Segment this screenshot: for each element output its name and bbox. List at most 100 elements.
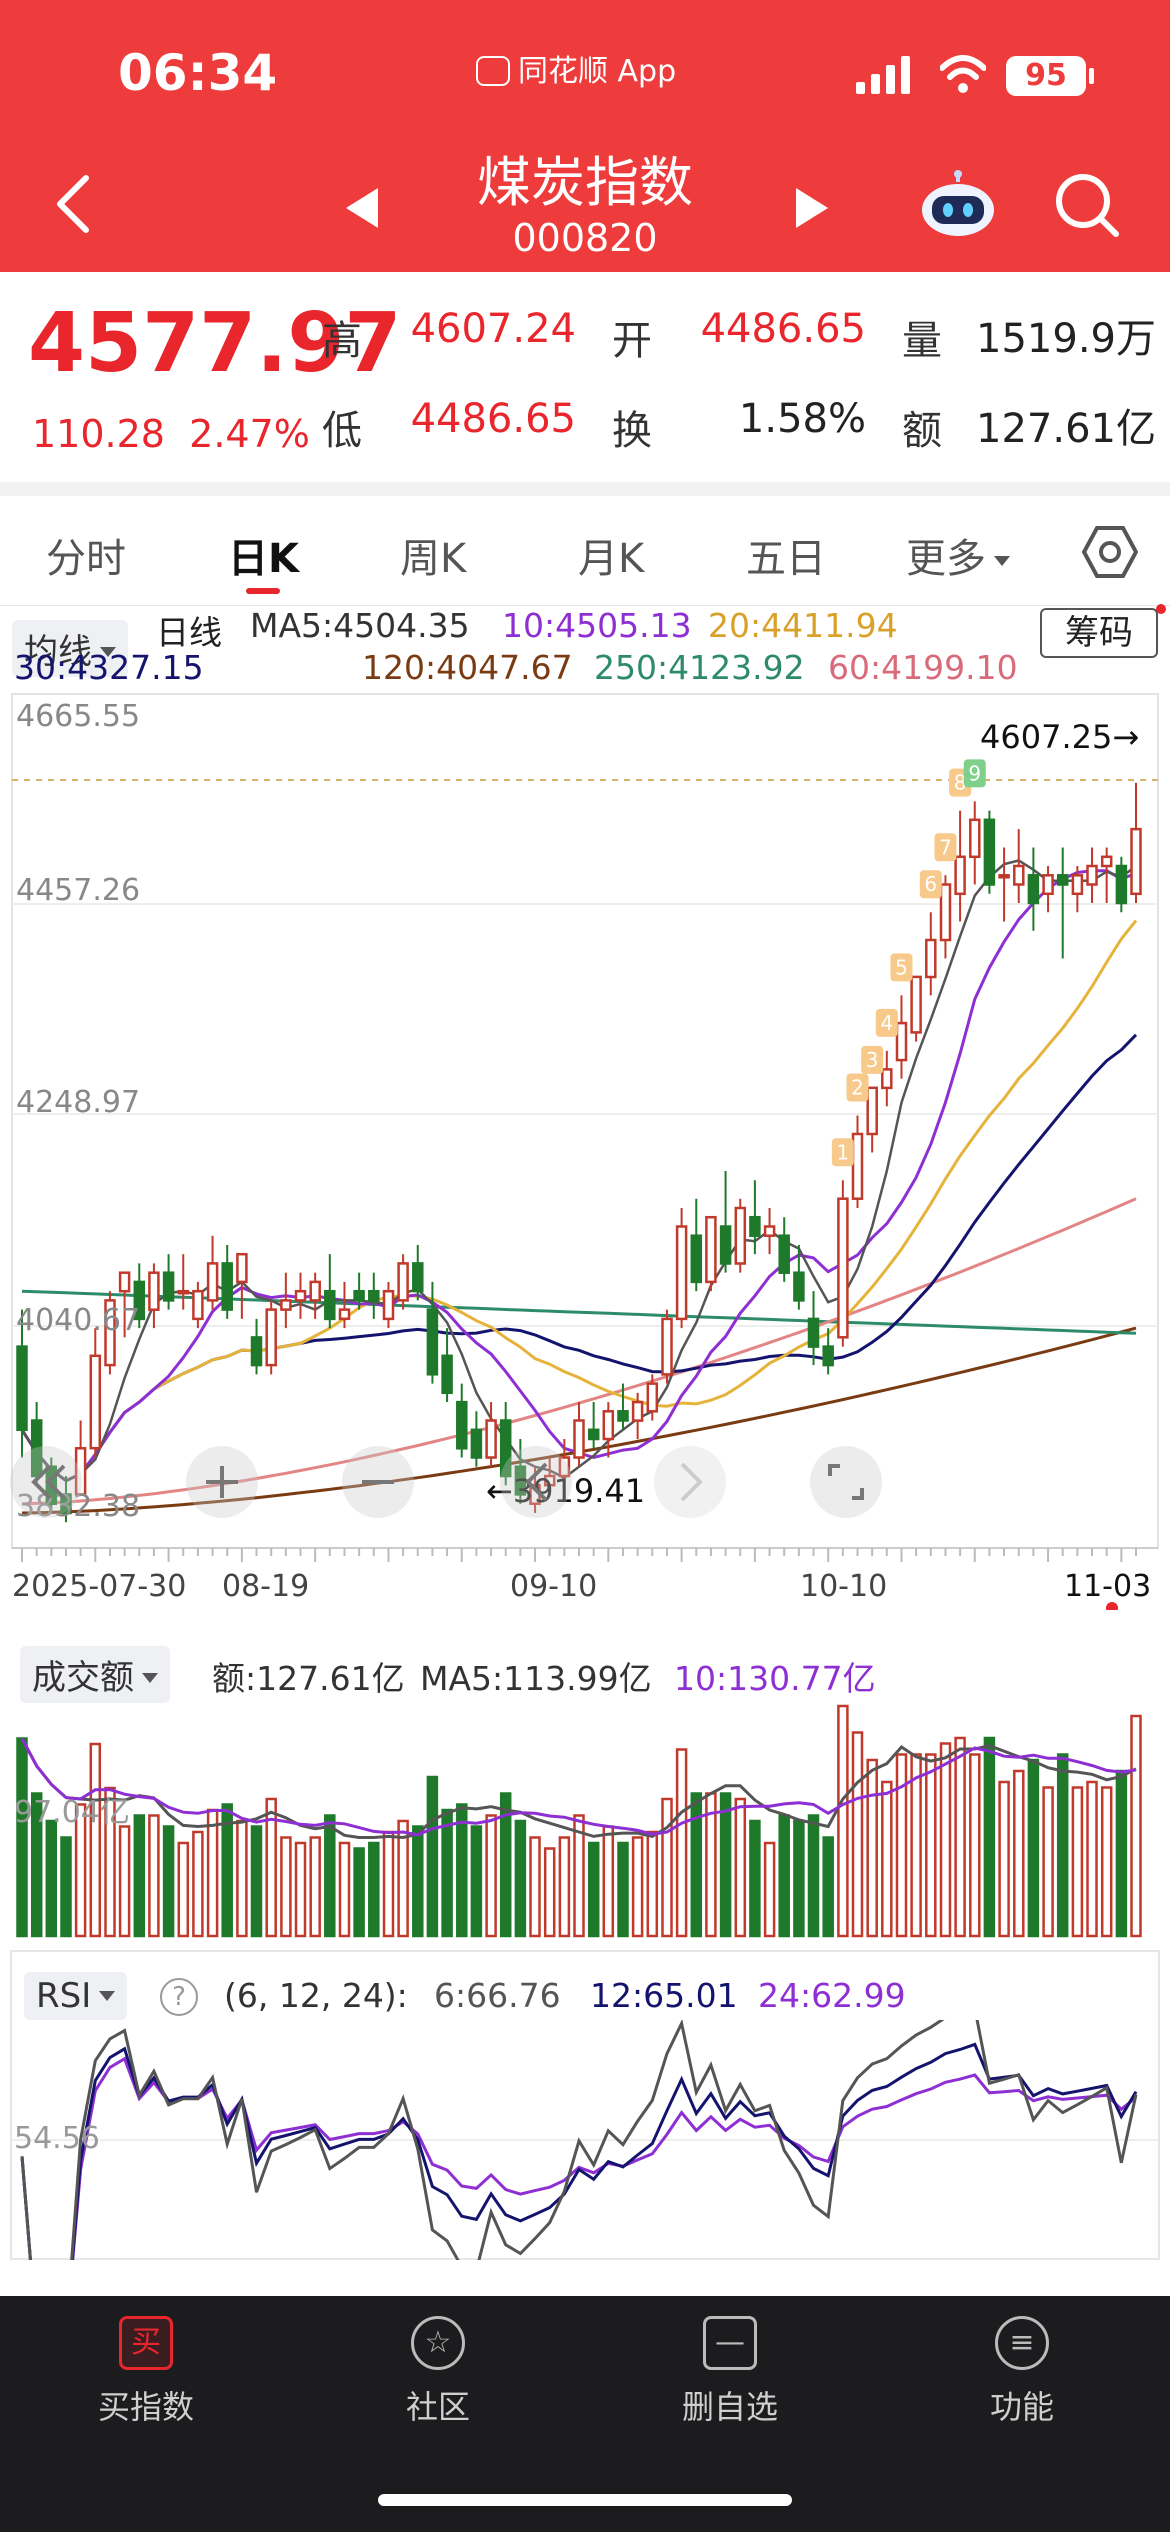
rsi-params: (6, 12, 24): [224, 1976, 408, 2015]
candle-body [954, 855, 966, 896]
chart-settings-icon[interactable] [1082, 524, 1138, 580]
candle-body [60, 1493, 72, 1515]
candle-body [602, 1410, 615, 1441]
volume-bar [1115, 1769, 1128, 1938]
candle-body [690, 1234, 703, 1284]
zoom-out-button[interactable] [342, 1446, 414, 1518]
nav-functions[interactable]: ≡ 功能 [922, 2316, 1122, 2428]
volume-bar [426, 1775, 439, 1938]
volume-bar [353, 1847, 365, 1938]
quote-panel: 4577.97 110.28 2.47% 高 4607.24 开 4486.65… [0, 272, 1170, 482]
volume-bar [837, 1704, 849, 1938]
low-label: 低 [322, 408, 362, 454]
volume-bar [587, 1841, 600, 1938]
volume-chart[interactable]: 97.04亿 [0, 1700, 1170, 1940]
scroll-left-button[interactable] [500, 1446, 572, 1518]
volume-bar [441, 1808, 453, 1938]
volume-bar [133, 1814, 146, 1938]
candle-body [910, 975, 922, 1034]
nav-remove-watchlist[interactable]: — 删自选 [630, 2316, 830, 2428]
volume-indicator-selector[interactable]: 成交额 [20, 1646, 170, 1703]
volume-bar [983, 1736, 996, 1938]
volume-bar [118, 1825, 131, 1938]
candle-body [133, 1280, 146, 1321]
volume-y-label: 97.04亿 [14, 1795, 130, 1830]
stock-code: 000820 [512, 216, 658, 260]
tab-monthly-k[interactable]: 月K [578, 536, 645, 582]
volume-bar [1130, 1714, 1142, 1938]
indicator-selector[interactable]: 均线 [12, 620, 128, 677]
zoom-in-button[interactable] [186, 1446, 258, 1518]
status-app-text: 同花顺 App [518, 54, 677, 89]
rsi-indicator-selector[interactable]: RSI [24, 1972, 128, 2020]
td-mark-label: 7 [939, 835, 952, 859]
td-mark-box [890, 953, 913, 982]
volume-bar [690, 1792, 703, 1938]
volume-bar [734, 1797, 747, 1938]
help-icon[interactable]: ? [160, 1978, 198, 2016]
notification-dot [1156, 604, 1166, 614]
volume-bar [822, 1836, 834, 1938]
chevron-down-icon [994, 556, 1010, 566]
rsi-chart[interactable]: 54.56 [0, 2020, 1170, 2260]
y-label-max: 4665.55 [16, 699, 140, 734]
td-mark-box [875, 1008, 898, 1037]
td-sequence-marks: 1 234 5 67 8 9 [831, 759, 986, 1167]
app-logo-icon [476, 56, 510, 86]
candle-body [998, 874, 1010, 879]
tab-weekly-k[interactable]: 周K [400, 536, 467, 582]
volume-bar [939, 1742, 952, 1938]
fullscreen-button[interactable] [810, 1446, 882, 1518]
candle-body [705, 1215, 717, 1284]
nav-community-label: 社区 [405, 2388, 470, 2426]
nav-buy-index[interactable]: 买 买指数 [46, 2316, 246, 2428]
candle-body [1100, 855, 1113, 868]
tab-more[interactable]: 更多 [906, 526, 1010, 584]
kline-chart[interactable]: 1 234 5 67 8 9 4665.55 4457.26 4248.97 4040.6… [0, 690, 1170, 1610]
candle-body [807, 1317, 820, 1348]
open-label: 开 [612, 318, 652, 364]
candle-body [543, 1474, 556, 1487]
fast-rewind-button[interactable] [10, 1446, 82, 1518]
td-mark-label: 6 [924, 872, 937, 896]
rsi-y-label: 54.56 [14, 2121, 100, 2156]
chip-distribution-button[interactable]: 筹码 [1040, 608, 1158, 658]
candle-body [382, 1289, 395, 1321]
next-stock-icon[interactable] [792, 186, 832, 230]
candle-body [456, 1400, 468, 1450]
scroll-right-button[interactable] [654, 1446, 726, 1518]
tab-intraday[interactable]: 分时 [46, 536, 126, 582]
volume-bar [661, 1797, 673, 1938]
previous-stock-icon[interactable] [342, 186, 382, 230]
tab-daily-k[interactable]: 日K [228, 536, 299, 582]
td-mark-box [919, 870, 942, 899]
amount-label: 额 [902, 408, 942, 454]
td-mark-label: 1 [836, 1140, 849, 1164]
menu-icon: ≡ [995, 2316, 1049, 2370]
chart-controls [10, 1446, 882, 1518]
search-icon[interactable] [1052, 170, 1122, 240]
volume-bar [338, 1841, 351, 1938]
rsi12-line [20, 2042, 1138, 2260]
volume-ma10: 10:130.77亿 [674, 1659, 876, 1698]
y-label-4: 4040.67 [16, 1303, 140, 1338]
turnover-value: 1.58% [738, 396, 866, 442]
volume-bar [16, 1737, 28, 1938]
header-bar: 06:34 同花顺 App 95 煤炭指数 000820 [0, 0, 1170, 272]
candle-body [104, 1299, 116, 1367]
nav-community[interactable]: ☆ 社区 [338, 2316, 538, 2428]
stock-title: 煤炭指数 [477, 151, 693, 214]
ma30-value: 30:4327.15 [14, 648, 204, 687]
candle-body [177, 1289, 190, 1295]
candle-body [441, 1354, 453, 1395]
assistant-robot-icon[interactable] [918, 170, 998, 240]
tab-five-day[interactable]: 五日 [746, 536, 826, 582]
back-arrow-icon[interactable] [50, 172, 96, 236]
nav-remove-watchlist-label: 删自选 [681, 2388, 778, 2426]
volume-bar [763, 1841, 776, 1938]
candle-body [397, 1262, 409, 1302]
change-percent: 2.47% [189, 412, 310, 456]
volume-bar [177, 1841, 190, 1938]
volume-bar [250, 1825, 263, 1938]
volume-bar [368, 1841, 380, 1938]
